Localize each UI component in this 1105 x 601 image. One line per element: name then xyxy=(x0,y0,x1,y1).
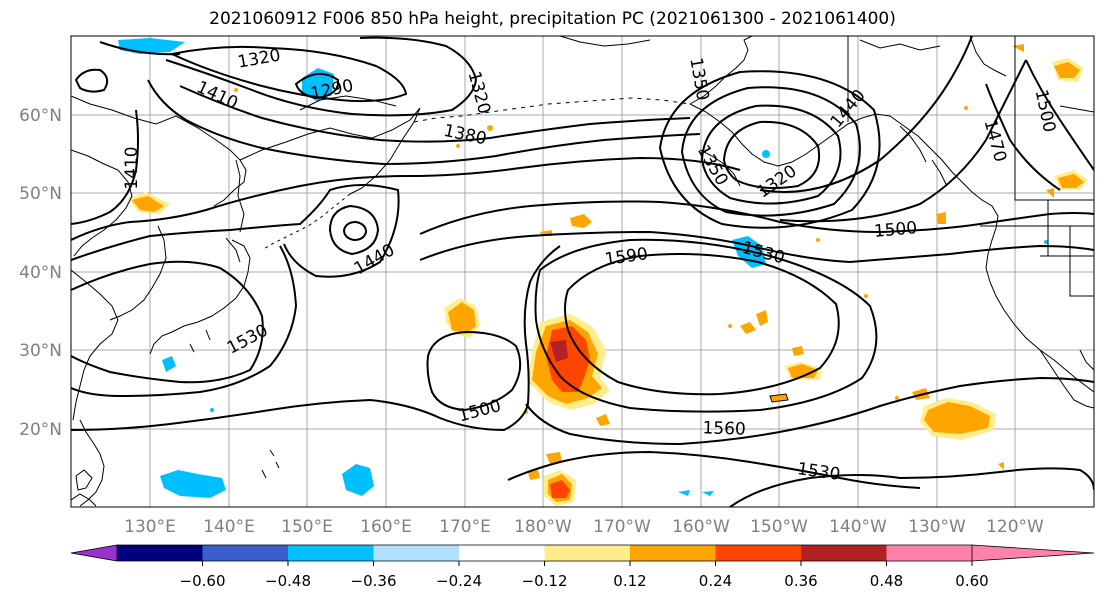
colorbar-label: 0.12 xyxy=(613,572,646,590)
map-title: 2021060912 F006 850 hPa height, precipit… xyxy=(209,9,896,29)
lat-label: 40°N xyxy=(19,263,62,283)
lon-label: 170°W xyxy=(593,517,651,537)
lon-label: 130°E xyxy=(124,517,176,537)
lon-label: 140°E xyxy=(203,517,255,537)
colorbar-swatch xyxy=(117,545,203,561)
colorbar-swatches xyxy=(117,545,972,561)
colorbar-label: 0.60 xyxy=(955,572,988,590)
colorbar-swatch xyxy=(202,545,288,561)
colorbar-swatch xyxy=(801,545,887,561)
coastlines xyxy=(71,36,1094,507)
colorbar-swatch xyxy=(715,545,801,561)
colorbar-label: 0.48 xyxy=(870,572,903,590)
longitude-labels: 130°E 140°E 150°E 160°E 170°E 180°W 170°… xyxy=(124,517,1044,537)
colorbar-swatch xyxy=(886,545,972,561)
lat-label: 30°N xyxy=(19,341,62,361)
lon-label: 160°W xyxy=(672,517,730,537)
colorbar: −0.60 −0.48 −0.36 −0.24 −0.12 0.12 0.24 … xyxy=(70,544,1095,590)
lon-label: 170°E xyxy=(439,517,491,537)
map-frame xyxy=(70,35,1095,508)
latitude-labels: 60°N 50°N 40°N 30°N 20°N xyxy=(19,106,62,440)
colorbar-labels: −0.60 −0.48 −0.36 −0.24 −0.12 0.12 0.24 … xyxy=(180,572,989,590)
contour-label: 1410 xyxy=(122,146,142,189)
colorbar-swatch xyxy=(544,545,630,561)
colorbar-swatch xyxy=(288,545,374,561)
colorbar-label: 0.36 xyxy=(784,572,817,590)
colorbar-extend-right xyxy=(971,544,1095,562)
colorbar-label: −0.60 xyxy=(180,572,226,590)
lat-label: 20°N xyxy=(19,420,62,440)
lat-label: 50°N xyxy=(19,184,62,204)
colorbar-extend-left xyxy=(70,544,118,562)
contour-label: 1560 xyxy=(702,418,746,439)
colorbar-label: 0.24 xyxy=(699,572,732,590)
colorbar-label: −0.12 xyxy=(522,572,568,590)
lon-label: 150°E xyxy=(281,517,333,537)
colorbar-swatch xyxy=(373,545,459,561)
lon-label: 180°W xyxy=(514,517,572,537)
height-contours xyxy=(71,36,1094,507)
contour-label: 1500 xyxy=(873,218,918,242)
lat-label: 60°N xyxy=(19,106,62,126)
lon-label: 130°W xyxy=(908,517,966,537)
precip-shading xyxy=(118,38,1088,506)
colorbar-ticks xyxy=(202,561,973,566)
colorbar-label: −0.36 xyxy=(351,572,397,590)
lon-label: 140°W xyxy=(829,517,887,537)
colorbar-label: −0.48 xyxy=(265,572,311,590)
lon-label: 150°W xyxy=(750,517,808,537)
colorbar-label: −0.24 xyxy=(436,572,482,590)
colorbar-swatch xyxy=(630,545,716,561)
lon-label: 120°W xyxy=(986,517,1044,537)
colorbar-swatch xyxy=(459,545,545,561)
lon-label: 160°E xyxy=(360,517,412,537)
